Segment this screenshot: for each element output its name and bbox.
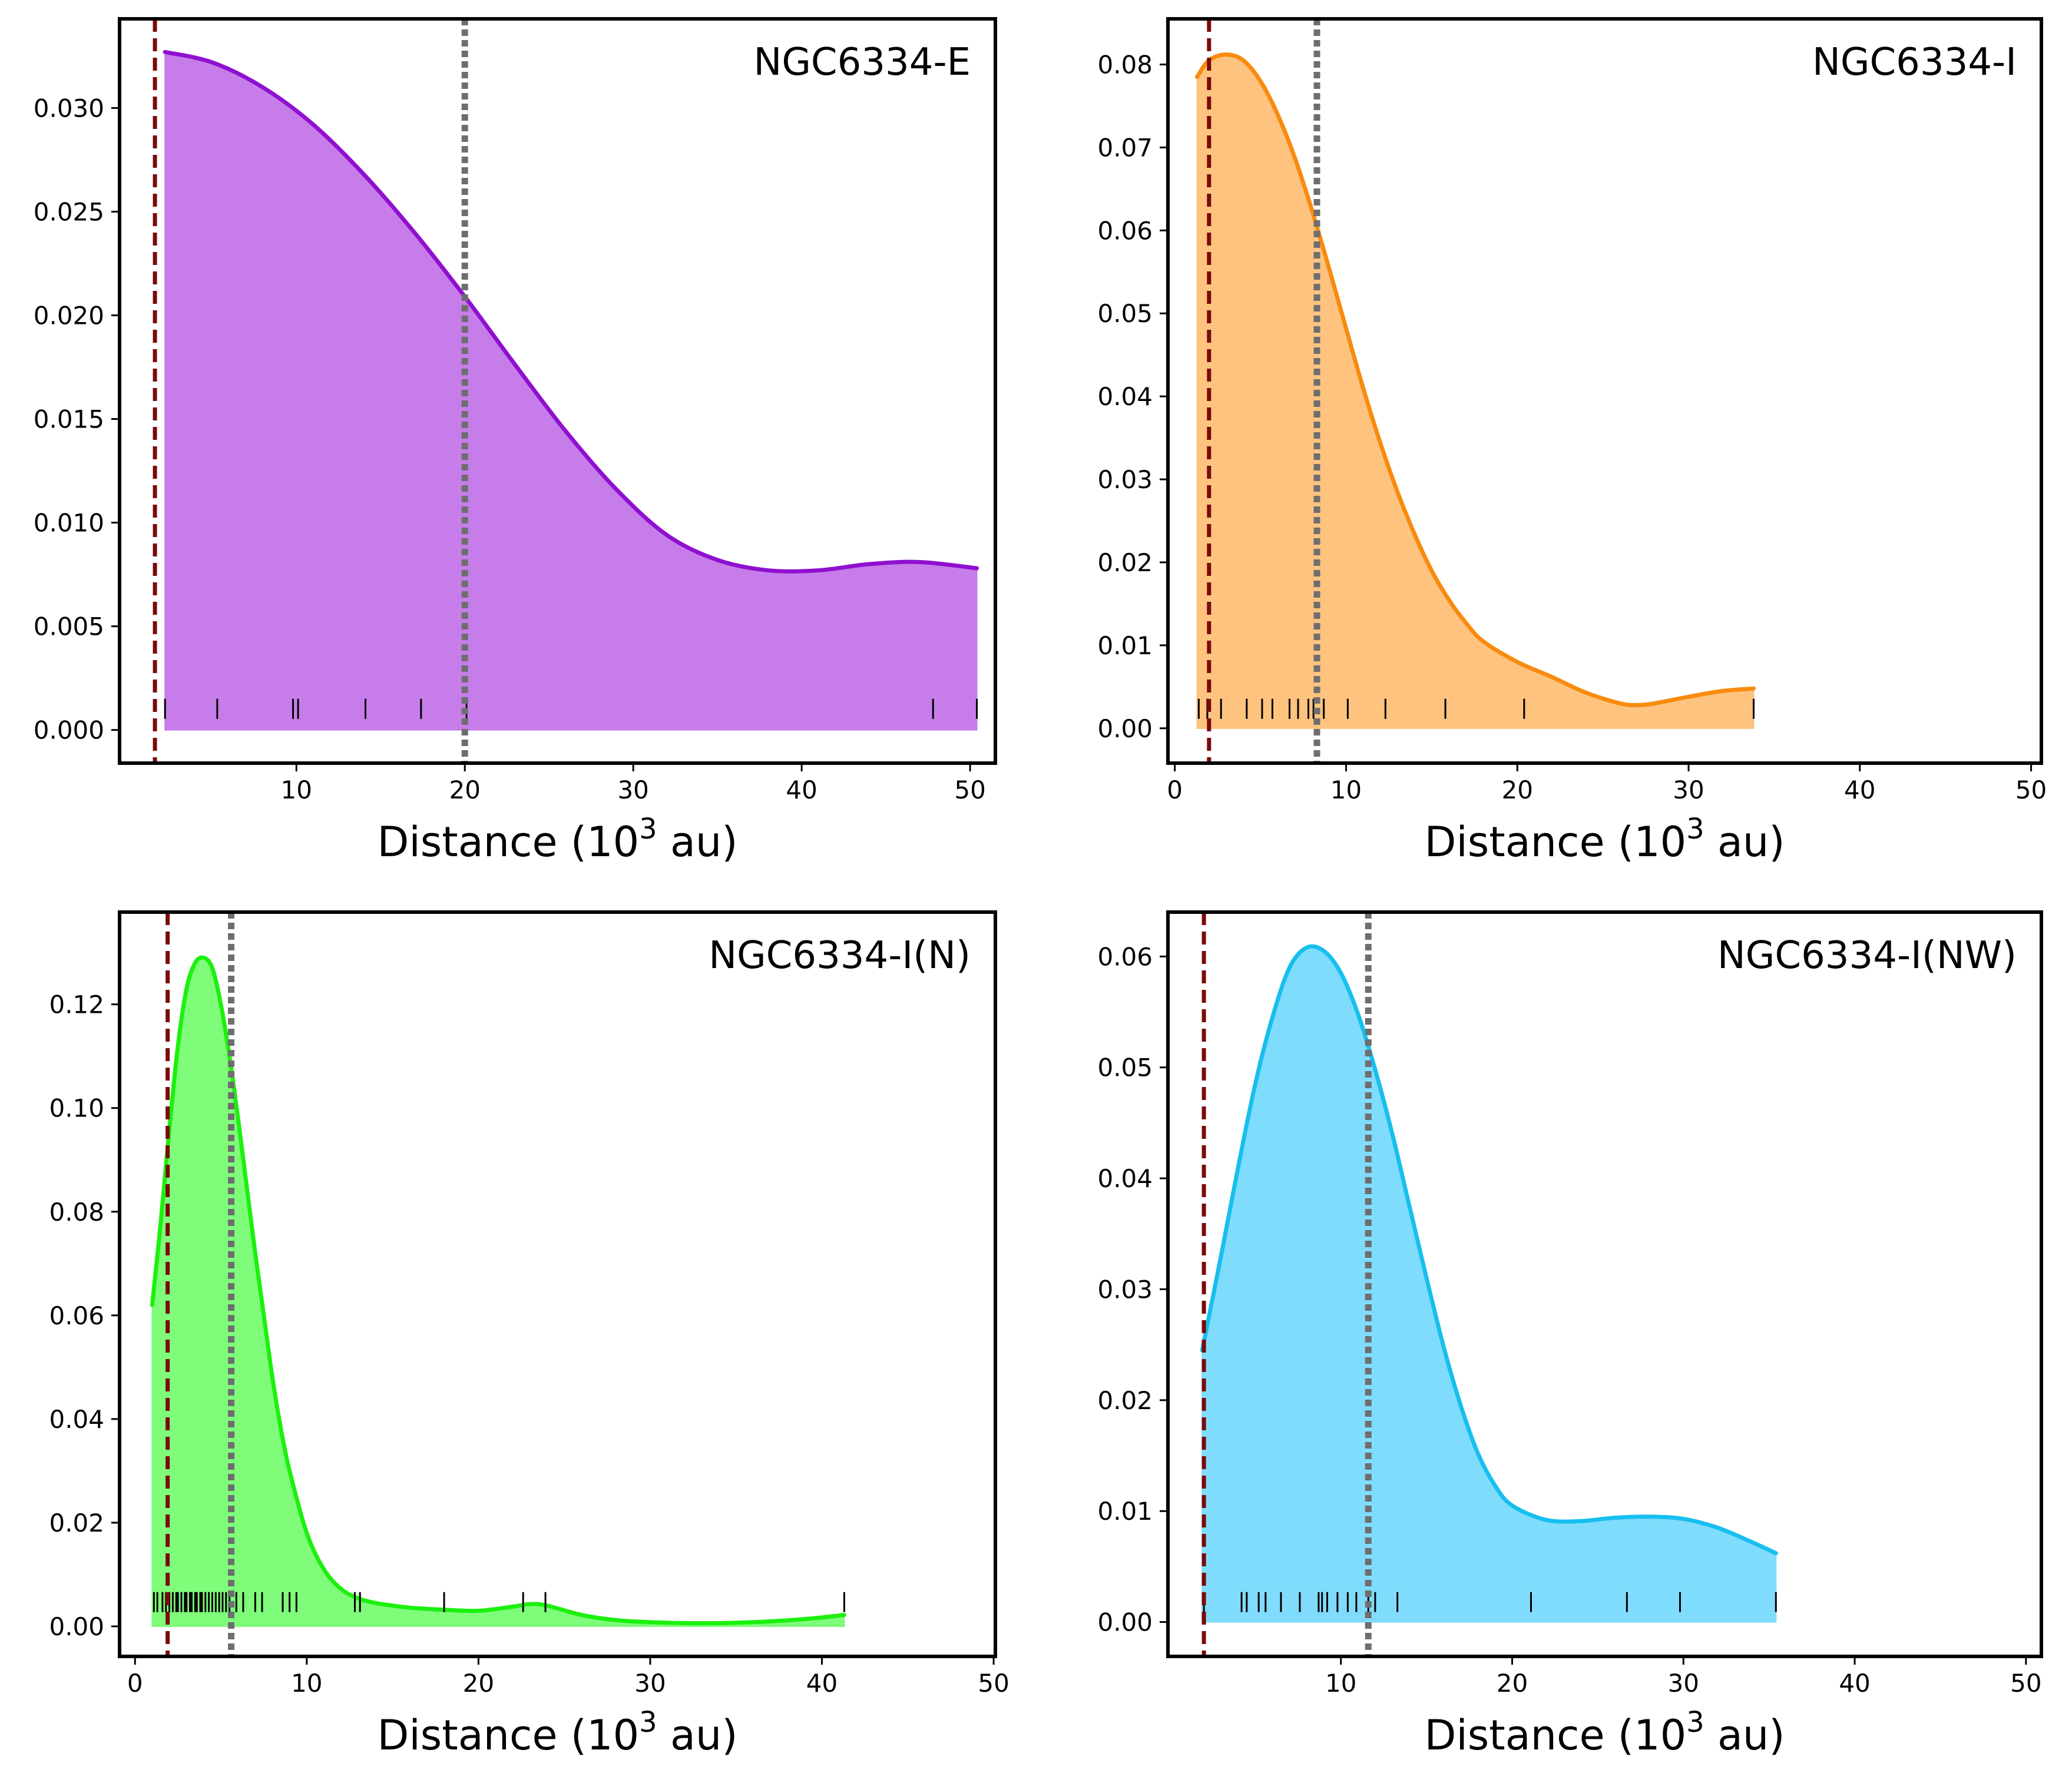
y-tick-label: 0.025 xyxy=(34,197,104,226)
x-tick-label: 40 xyxy=(806,1669,838,1698)
x-axis-label-exponent: 3 xyxy=(1686,1706,1704,1739)
x-tick-label: 0 xyxy=(1167,776,1183,804)
y-tick-label: 0.06 xyxy=(1097,216,1153,245)
x-axis-label: Distance (103 au) xyxy=(1424,813,1785,866)
x-tick-label: 0 xyxy=(127,1669,143,1698)
y-tick-label: 0.04 xyxy=(1097,1164,1153,1193)
x-tick-label: 50 xyxy=(2015,776,2047,804)
density-fill xyxy=(1196,54,1755,729)
x-tick-label: 50 xyxy=(2010,1669,2041,1698)
x-axis-label-text: Distance (10 xyxy=(377,818,639,866)
y-tick-label: 0.01 xyxy=(1097,631,1153,660)
x-tick-label: 20 xyxy=(1501,776,1533,804)
x-axis-label-text: Distance (10 xyxy=(1424,818,1686,866)
y-tick-label: 0.10 xyxy=(49,1094,104,1123)
plot-area xyxy=(1200,912,1778,1656)
panel-title: NGC6334-I xyxy=(1812,41,2017,84)
y-tick-label: 0.08 xyxy=(1097,51,1153,79)
x-tick-label: 20 xyxy=(1497,1669,1528,1698)
x-axis-label-exponent: 3 xyxy=(1686,813,1704,846)
x-axis-label-suffix: au) xyxy=(1704,818,1785,866)
panel-title: NGC6334-I(N) xyxy=(709,934,971,977)
x-axis-label: Distance (103 au) xyxy=(377,813,737,866)
panel-title: NGC6334-I(NW) xyxy=(1717,934,2017,977)
density-curve xyxy=(163,49,979,574)
x-axis-label-text: Distance (10 xyxy=(377,1711,639,1759)
y-tick-label: 0.015 xyxy=(34,405,104,434)
y-tick-label: 0.12 xyxy=(49,990,104,1019)
y-tick-label: 0.005 xyxy=(34,612,104,641)
x-axis-label-text: Distance (10 xyxy=(1424,1711,1686,1759)
y-tick-label: 0.010 xyxy=(34,509,104,538)
x-tick-label: 30 xyxy=(617,776,648,804)
panel-title: NGC6334-E xyxy=(753,41,971,84)
density-curve xyxy=(150,955,846,1626)
y-tick-label: 0.01 xyxy=(1097,1497,1153,1526)
x-tick-label: 50 xyxy=(954,776,985,804)
axes-frame xyxy=(1166,17,2043,765)
density-curve xyxy=(1194,52,1756,707)
y-tick-label: 0.02 xyxy=(49,1509,104,1537)
x-axis-label: Distance (103 au) xyxy=(377,1706,737,1759)
x-tick-label: 10 xyxy=(1330,776,1362,804)
x-tick-label: 10 xyxy=(281,776,312,804)
x-axis-label-suffix: au) xyxy=(657,818,738,866)
y-tick-label: 0.02 xyxy=(1097,548,1153,577)
y-tick-label: 0.00 xyxy=(1097,714,1153,743)
y-tick-label: 0.03 xyxy=(1097,1275,1153,1304)
density-fill xyxy=(151,956,845,1627)
x-tick-label: 40 xyxy=(1844,776,1875,804)
x-tick-label: 10 xyxy=(291,1669,322,1698)
x-tick-label: 30 xyxy=(1668,1669,1699,1698)
y-tick-label: 0.02 xyxy=(1097,1386,1153,1415)
y-tick-label: 0.030 xyxy=(34,94,104,122)
density-curve xyxy=(1200,944,1778,1556)
y-tick-label: 0.08 xyxy=(49,1198,104,1227)
x-axis-label: Distance (103 au) xyxy=(1424,1706,1785,1759)
panel-1: 0.000 0.005 0.010 0.015 0.020 0.025 0.030 10 20 3… xyxy=(34,17,997,866)
y-tick-label: 0.04 xyxy=(49,1405,104,1434)
x-tick-label: 20 xyxy=(463,1669,494,1698)
x-tick-label: 10 xyxy=(1325,1669,1356,1698)
x-tick-label: 40 xyxy=(1839,1669,1870,1698)
x-axis-label-exponent: 3 xyxy=(639,813,657,846)
y-tick-label: 0.000 xyxy=(34,716,104,745)
plot-area xyxy=(1194,19,1756,763)
x-tick-label: 30 xyxy=(1673,776,1704,804)
y-tick-label: 0.020 xyxy=(34,301,104,330)
axes-frame xyxy=(118,910,997,1658)
x-axis-label-suffix: au) xyxy=(657,1711,738,1759)
y-tick-label: 0.06 xyxy=(49,1301,104,1330)
plot-area xyxy=(153,19,979,763)
axes-frame xyxy=(1166,910,2043,1658)
y-tick-label: 0.03 xyxy=(1097,465,1153,494)
panel-2: 0.00 0.01 0.02 0.03 0.04 0.05 0.06 0.07 0.08 0 10 2… xyxy=(1097,17,2047,866)
panel-3: 0.00 0.02 0.04 0.06 0.08 0.10 0.12 0 10 20 30 40 50 D… xyxy=(49,910,1009,1759)
y-tick-label: 0.00 xyxy=(1097,1608,1153,1637)
y-tick-label: 0.00 xyxy=(49,1612,104,1641)
y-tick-label: 0.07 xyxy=(1097,133,1153,162)
x-tick-label: 30 xyxy=(634,1669,666,1698)
y-tick-label: 0.05 xyxy=(1097,299,1153,328)
panel-4: 0.00 0.01 0.02 0.03 0.04 0.05 0.06 10 20 30 40 50 Di… xyxy=(1097,910,2043,1759)
plot-area xyxy=(150,912,846,1656)
x-tick-label: 50 xyxy=(978,1669,1009,1698)
x-tick-label: 40 xyxy=(786,776,817,804)
axes-frame xyxy=(118,17,997,765)
y-tick-label: 0.05 xyxy=(1097,1053,1153,1082)
y-tick-label: 0.04 xyxy=(1097,382,1153,411)
x-axis-label-suffix: au) xyxy=(1704,1711,1785,1759)
y-tick-label: 0.06 xyxy=(1097,942,1153,971)
x-axis-label-exponent: 3 xyxy=(639,1706,657,1739)
density-fill xyxy=(164,51,978,731)
x-tick-label: 20 xyxy=(449,776,480,804)
